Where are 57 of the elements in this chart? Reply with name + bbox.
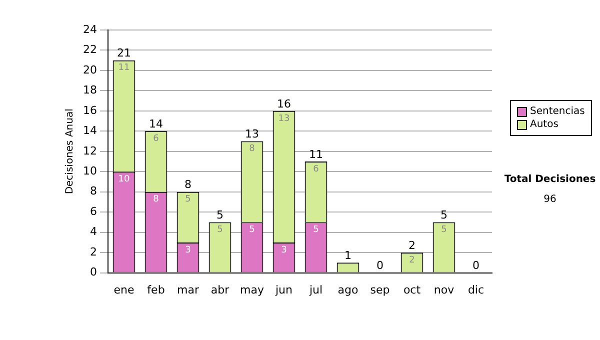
- y-tick-label: 2: [90, 245, 97, 258]
- total-label: 5: [440, 208, 448, 222]
- data-label: 2: [409, 255, 415, 266]
- total-label: 0: [376, 259, 384, 272]
- y-tick-label: 0: [90, 266, 97, 279]
- data-label: 5: [217, 225, 223, 236]
- total-label: 16: [277, 97, 291, 110]
- data-label: 8: [153, 194, 160, 205]
- y-tick-label: 14: [82, 124, 97, 138]
- y-axis-title: Decisiones Anual: [64, 108, 76, 194]
- text: 96: [542, 193, 558, 207]
- x-tick-label: oct: [403, 283, 422, 296]
- y-tick-label: 18: [82, 84, 97, 97]
- data-label: 5: [249, 225, 255, 236]
- y-tick-label: 22: [82, 43, 97, 56]
- total-label: 14: [148, 118, 163, 131]
- x-tick-label: jul: [308, 283, 323, 296]
- data-label: 5: [441, 225, 447, 236]
- total-label: 5: [216, 208, 224, 222]
- legend-label: Sentencias: [530, 105, 585, 118]
- legend-label: Autos: [530, 118, 558, 131]
- y-tick-label: 10: [82, 164, 97, 178]
- total-label: 1: [344, 249, 352, 262]
- total-label: 2: [408, 238, 416, 252]
- y-tick-label: 20: [82, 63, 97, 76]
- x-tick-label: abr: [210, 283, 230, 296]
- total-label: 0: [472, 259, 480, 272]
- x-tick-label: ago: [338, 283, 358, 296]
- x-tick-label: ene: [114, 283, 134, 296]
- x-tick-label: jun: [274, 283, 293, 296]
- y-tick-label: 16: [82, 104, 97, 117]
- data-label: 3: [185, 245, 191, 256]
- total-label: 8: [184, 178, 192, 192]
- y-tick-label: 4: [90, 225, 97, 238]
- x-tick-label: sep: [370, 283, 390, 296]
- x-tick-label: feb: [147, 283, 165, 296]
- y-tick-label: 12: [82, 144, 97, 158]
- x-tick-label: nov: [434, 283, 455, 296]
- data-label: 11: [118, 63, 130, 74]
- total-label: 11: [309, 148, 323, 161]
- total-label: 21: [116, 46, 131, 60]
- y-tick-label: 6: [90, 204, 97, 218]
- data-label: 3: [281, 245, 287, 256]
- x-tick-label: dic: [468, 283, 484, 296]
- data-label: 6: [153, 134, 160, 144]
- data-label: 6: [313, 164, 320, 174]
- data-label: 8: [249, 144, 256, 154]
- data-label: 5: [185, 194, 191, 205]
- x-tick-label: may: [240, 283, 264, 296]
- y-tick-label: 24: [82, 22, 97, 36]
- y-tick-label: 8: [90, 184, 97, 198]
- total-label: 13: [245, 128, 259, 141]
- data-label: 10: [118, 174, 130, 184]
- x-tick-label: mar: [177, 283, 200, 296]
- text: Total Decisiones: [503, 173, 597, 187]
- data-label: 5: [313, 225, 319, 236]
- data-label: 13: [278, 114, 290, 124]
